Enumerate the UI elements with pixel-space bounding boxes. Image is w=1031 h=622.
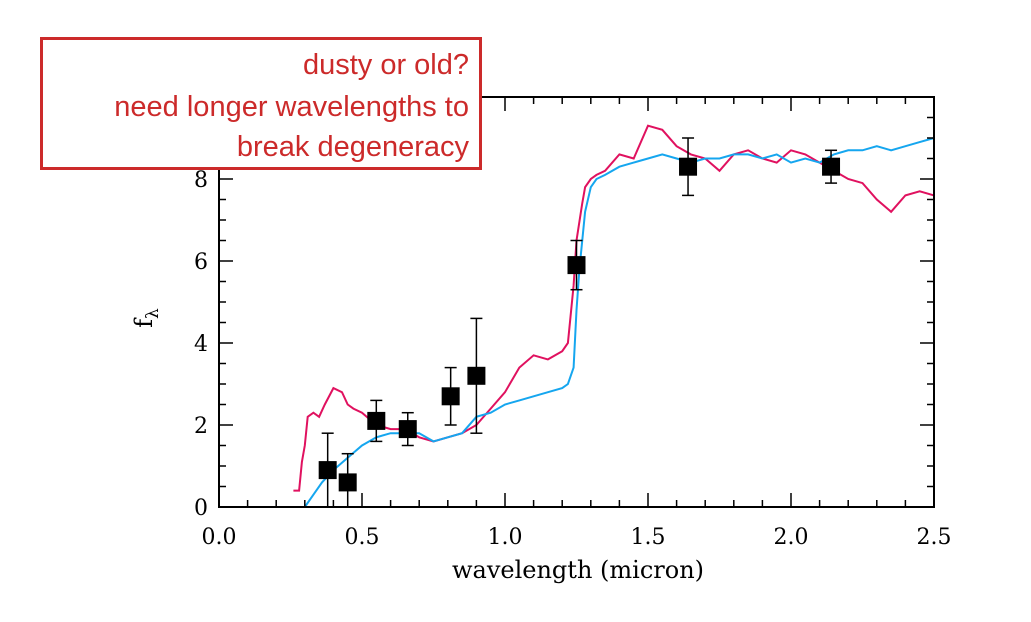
annotation-line-1: dusty or old? xyxy=(302,49,469,81)
y-tick-label: 0 xyxy=(194,496,208,521)
x-tick-label: 0.0 xyxy=(202,525,237,550)
x-tick-label: 2.0 xyxy=(774,525,809,550)
data-point xyxy=(822,157,841,176)
annotation-line-3: break degeneracy xyxy=(236,131,469,163)
y-axis-title-subscript: λ xyxy=(143,308,163,319)
y-tick-label: 6 xyxy=(194,250,208,275)
y-tick-labels: 0 2 4 6 8 xyxy=(194,168,208,521)
data-points-layer xyxy=(318,137,841,508)
x-tick-label: 1.0 xyxy=(488,525,523,550)
y-axis-title-main: f xyxy=(130,317,158,328)
data-point xyxy=(679,157,698,176)
y-tick-label: 8 xyxy=(194,168,208,193)
y-tick-label: 2 xyxy=(194,414,208,439)
series-line-2 xyxy=(303,137,935,508)
annotation-box: dusty or old? need longer wavelengths to… xyxy=(40,37,482,170)
x-axis-title: wavelength (micron) xyxy=(452,556,704,584)
x-tick-label: 2.5 xyxy=(917,525,952,550)
x-tick-labels: 0.0 0.5 1.0 1.5 2.0 2.5 xyxy=(202,525,952,550)
data-point xyxy=(338,473,357,492)
data-point xyxy=(318,461,337,480)
x-tick-label: 0.5 xyxy=(345,525,380,550)
data-point xyxy=(441,387,460,406)
data-point xyxy=(467,366,486,385)
data-point xyxy=(567,256,586,275)
data-point xyxy=(398,420,417,439)
y-tick-label: 4 xyxy=(194,332,208,357)
data-point xyxy=(367,411,386,430)
series-line-1 xyxy=(293,124,935,492)
annotation-line-2: need longer wavelengths to xyxy=(114,91,469,123)
series-layer xyxy=(293,124,935,508)
x-tick-label: 1.5 xyxy=(631,525,666,550)
y-axis-title: fλ xyxy=(130,308,163,328)
